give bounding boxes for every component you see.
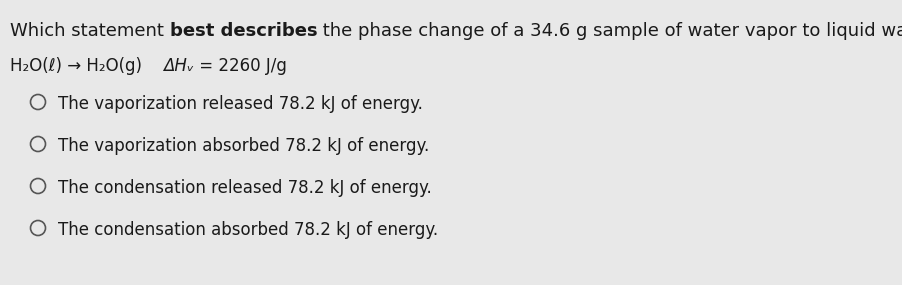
Text: H₂O(ℓ) → H₂O(g): H₂O(ℓ) → H₂O(g)	[10, 57, 163, 75]
Text: = 2260 J/g: = 2260 J/g	[194, 57, 287, 75]
Text: The vaporization absorbed 78.2 kJ of energy.: The vaporization absorbed 78.2 kJ of ene…	[58, 137, 429, 155]
Text: Which statement: Which statement	[10, 22, 170, 40]
Text: best describes: best describes	[170, 22, 318, 40]
Text: The condensation released 78.2 kJ of energy.: The condensation released 78.2 kJ of ene…	[58, 179, 432, 197]
Text: the phase change of a 34.6 g sample of water vapor to liquid water?: the phase change of a 34.6 g sample of w…	[318, 22, 902, 40]
Text: ΔHᵥ: ΔHᵥ	[163, 57, 194, 75]
Text: The condensation absorbed 78.2 kJ of energy.: The condensation absorbed 78.2 kJ of ene…	[58, 221, 438, 239]
Text: The vaporization released 78.2 kJ of energy.: The vaporization released 78.2 kJ of ene…	[58, 95, 423, 113]
